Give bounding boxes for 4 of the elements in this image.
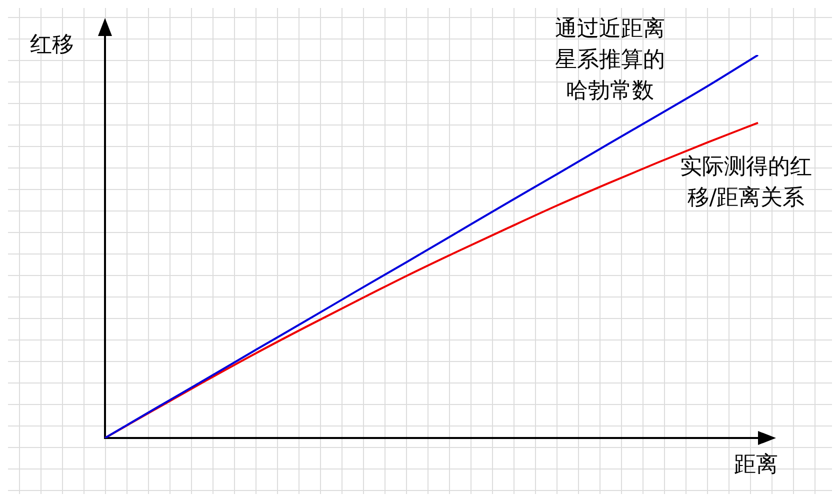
x-axis-title: 距离 [734,452,778,478]
series-label: 通过近距离星系推算的哈勃常数 [555,16,665,104]
series-label: 实际测得的红移/距离关系 [680,154,812,211]
y-axis-title: 红移 [30,32,74,58]
